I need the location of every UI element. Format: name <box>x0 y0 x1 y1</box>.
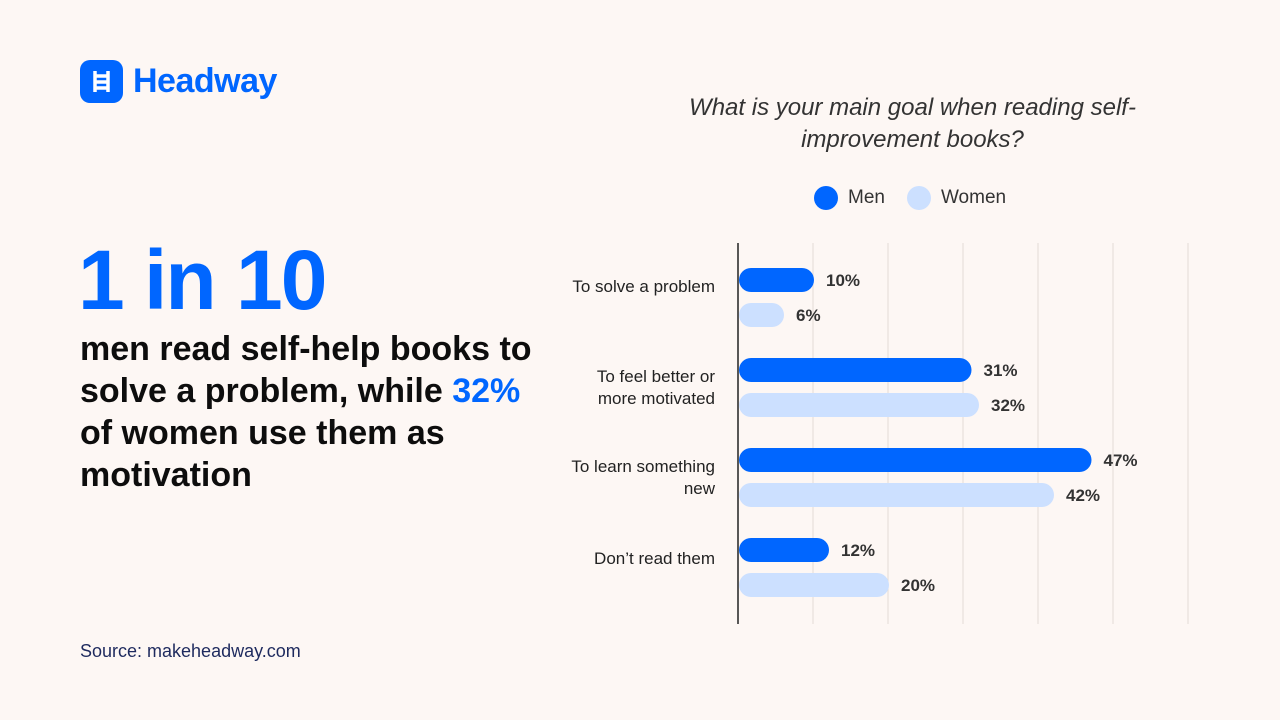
chart-legend: Men Women <box>814 186 1006 210</box>
legend-label: Men <box>848 187 885 208</box>
data-label: 20% <box>901 576 935 595</box>
bar-men <box>739 448 1092 472</box>
bar-women <box>739 483 1054 507</box>
headline-part: men read self-help books to solve a prob… <box>80 330 532 410</box>
headway-logo: Headway <box>80 60 277 103</box>
bar-women <box>739 573 889 597</box>
headline-stat: 1 in 10 <box>78 233 327 327</box>
data-label: 6% <box>796 306 821 325</box>
data-label: 32% <box>991 396 1025 415</box>
data-label: 31% <box>984 361 1018 380</box>
category-label: To learn something new <box>571 457 715 498</box>
bar-women <box>739 393 979 417</box>
data-label: 10% <box>826 271 860 290</box>
brand-name: Headway <box>133 62 277 100</box>
headline-highlight: 32% <box>452 372 521 410</box>
legend-label: Women <box>940 187 1007 208</box>
headline-text: men read self-help books to solve a prob… <box>80 328 540 496</box>
data-label: 42% <box>1066 486 1100 505</box>
category-label: To solve a problem <box>572 277 715 296</box>
legend-swatch <box>906 186 931 210</box>
headline-part: of women use them as motivation <box>80 414 445 494</box>
legend-women: Women <box>906 186 1007 210</box>
bar-men <box>739 268 814 292</box>
legend-swatch <box>814 186 838 210</box>
bar-men <box>739 358 972 382</box>
data-label: 47% <box>1104 451 1138 470</box>
ladder-icon <box>80 60 123 103</box>
category-label: Don’t read them <box>594 549 715 568</box>
bar-women <box>739 303 784 327</box>
legend-men: Men <box>814 186 885 210</box>
source-note: Source: makeheadway.com <box>80 641 301 661</box>
chart-title: What is your main goal when reading self… <box>689 94 1136 153</box>
bar-men <box>739 538 829 562</box>
data-label: 12% <box>841 541 875 560</box>
category-label: To feel better or more motivated <box>596 367 715 408</box>
